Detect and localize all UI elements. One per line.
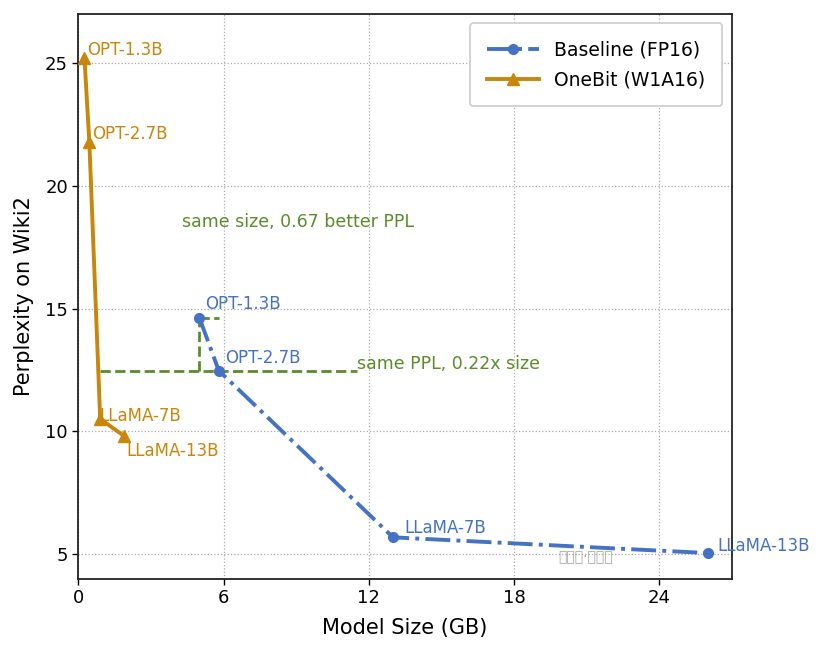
Text: same PPL, 0.22x size: same PPL, 0.22x size <box>357 355 540 373</box>
OneBit (W1A16) <box>119 432 129 440</box>
Text: OPT-1.3B: OPT-1.3B <box>204 295 280 313</box>
Legend: Baseline (FP16), OneBit (W1A16): Baseline (FP16), OneBit (W1A16) <box>470 23 723 106</box>
Baseline (FP16) <box>703 549 713 557</box>
OneBit (W1A16) <box>84 138 94 145</box>
Baseline (FP16) <box>194 314 204 321</box>
OneBit (W1A16) <box>96 415 105 423</box>
Text: LLaMA-13B: LLaMA-13B <box>126 442 219 460</box>
Text: LLaMA-7B: LLaMA-7B <box>100 407 181 425</box>
Text: OPT-2.7B: OPT-2.7B <box>226 349 301 367</box>
Text: OPT-1.3B: OPT-1.3B <box>87 41 162 59</box>
Line: Baseline (FP16): Baseline (FP16) <box>194 313 713 558</box>
X-axis label: Model Size (GB): Model Size (GB) <box>322 618 488 638</box>
Baseline (FP16) <box>388 533 398 541</box>
Text: 公众号·量子位: 公众号·量子位 <box>559 550 613 565</box>
Text: LLaMA-13B: LLaMA-13B <box>717 537 810 555</box>
Text: OPT-2.7B: OPT-2.7B <box>91 125 167 143</box>
Text: same size, 0.67 better PPL: same size, 0.67 better PPL <box>182 213 414 231</box>
Text: LLaMA-7B: LLaMA-7B <box>404 519 485 537</box>
OneBit (W1A16) <box>80 54 90 62</box>
Line: OneBit (W1A16): OneBit (W1A16) <box>78 52 131 443</box>
Y-axis label: Perplexity on Wiki2: Perplexity on Wiki2 <box>14 196 34 396</box>
Baseline (FP16) <box>214 366 224 374</box>
